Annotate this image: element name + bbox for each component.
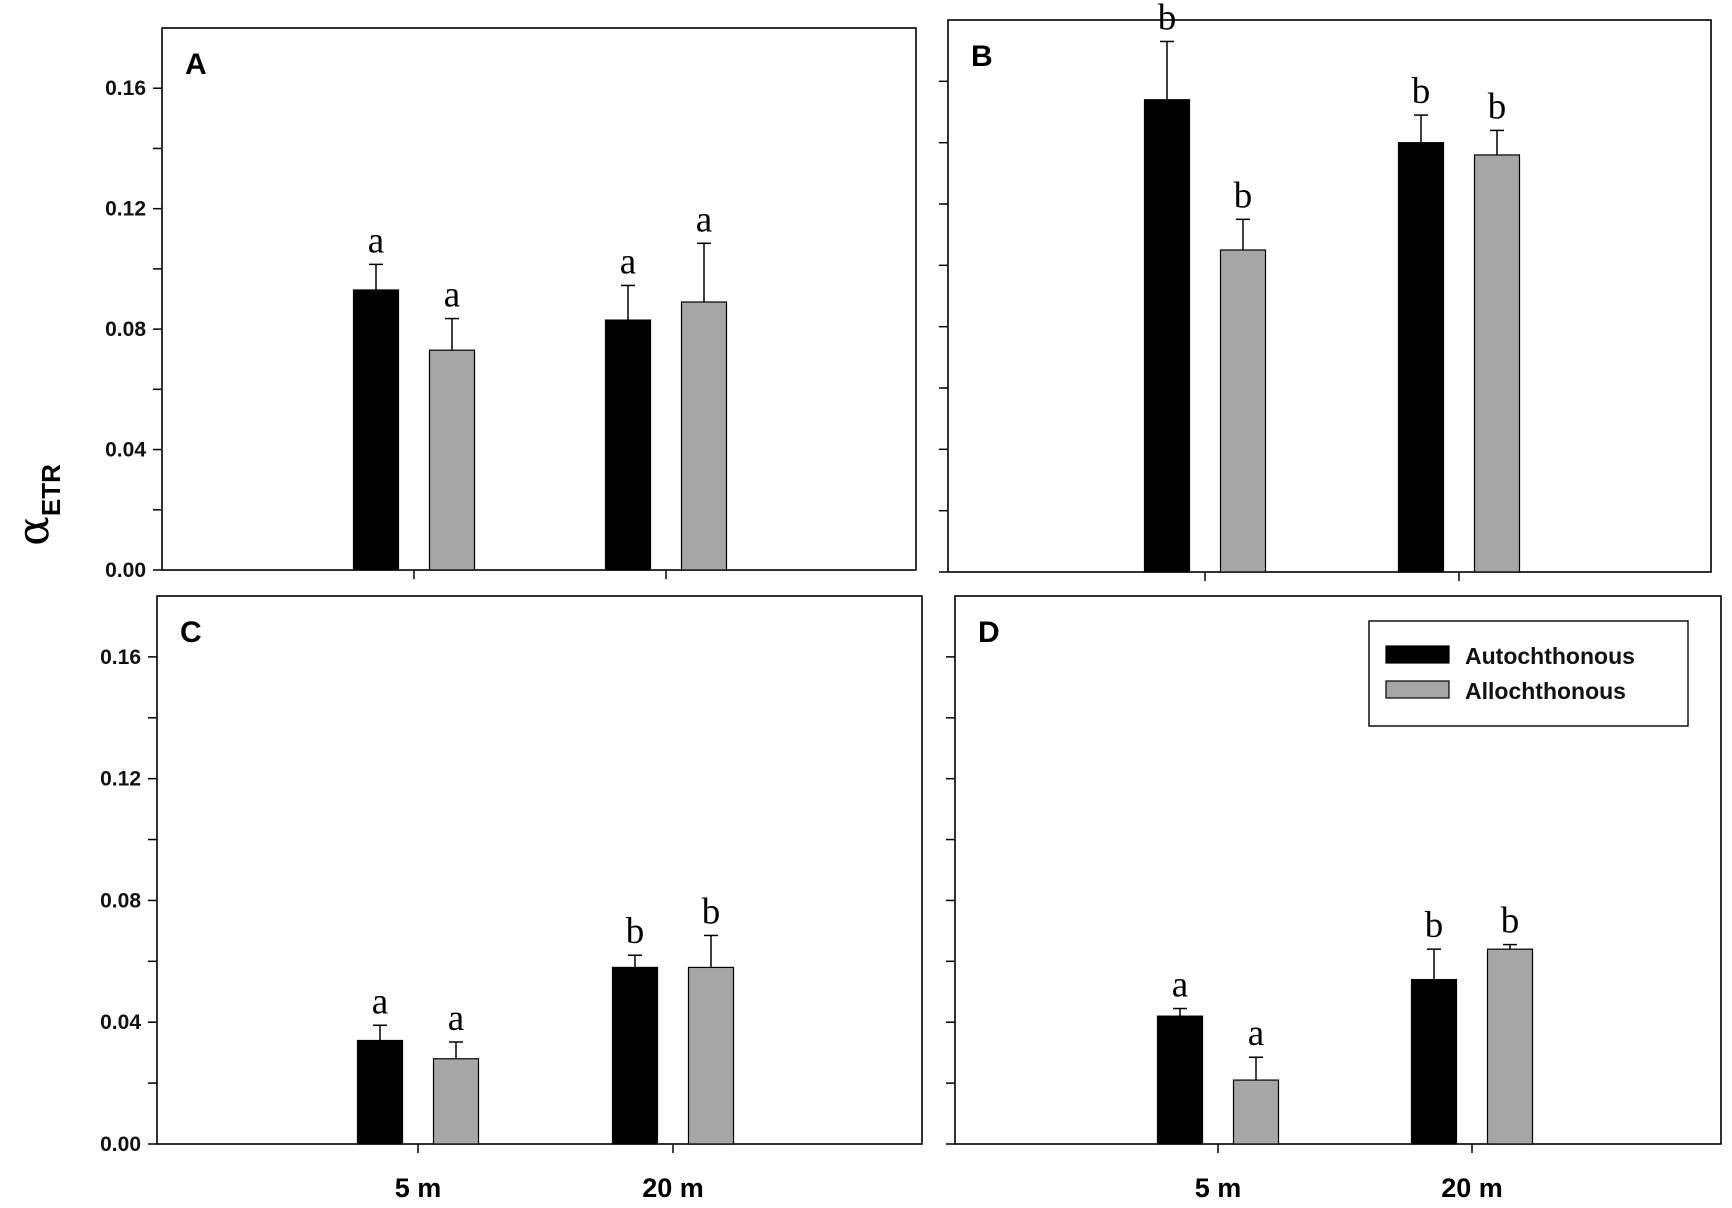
- legend-label: Autochthonous: [1465, 643, 1635, 669]
- bar: [352, 289, 400, 571]
- plot-frame: [954, 595, 1722, 1145]
- x-tick-label: 5 m: [395, 1173, 442, 1203]
- panel-b: Bb b b b: [939, 0, 1712, 581]
- significance-letter: b: [626, 911, 645, 952]
- legend-label: Allochthonous: [1465, 678, 1626, 704]
- bar: [1156, 1015, 1204, 1145]
- significance-letter: a: [1248, 1013, 1264, 1054]
- significance-letter: b: [1412, 71, 1431, 112]
- panel-d: 5 m 20 m Da b a b Autochthonous Allochthonous: [946, 595, 1722, 1203]
- bar: [1410, 978, 1458, 1145]
- y-tick-label: 0.12: [100, 768, 141, 791]
- x-tick-label: 5 m: [1195, 1173, 1242, 1203]
- bar: [1473, 154, 1521, 573]
- y-tick-label: 0.08: [100, 889, 141, 912]
- bar: [1397, 142, 1445, 573]
- panel-a: 0.00 0.04 0.08 0.12 0.16 Aa a a a: [105, 27, 917, 582]
- significance-letter: a: [696, 199, 712, 240]
- panel-c: 0.00 0.04 0.08 0.12 0.16 5 m 20 m Ca b a b: [100, 595, 923, 1203]
- y-tick-label: 0.12: [105, 198, 146, 221]
- significance-letter: a: [444, 275, 460, 316]
- panel-label: C: [180, 616, 202, 649]
- bar: [428, 349, 476, 571]
- y-axis-label: αETR: [8, 464, 66, 546]
- significance-letter: a: [1172, 965, 1188, 1006]
- significance-letter: b: [702, 891, 721, 932]
- significance-letter: b: [1158, 0, 1177, 38]
- panel-label: A: [185, 48, 207, 81]
- significance-letter: b: [1425, 905, 1444, 946]
- significance-letter: b: [1501, 901, 1520, 942]
- panel-label: D: [978, 616, 1000, 649]
- bar: [1143, 99, 1191, 573]
- bar: [604, 319, 652, 571]
- legend-box: [1368, 620, 1689, 727]
- y-tick-label: 0.00: [100, 1133, 141, 1156]
- panel-label: B: [971, 40, 993, 73]
- x-tick-label: 20 m: [642, 1173, 704, 1203]
- bar: [687, 966, 735, 1145]
- significance-letter: a: [372, 981, 388, 1022]
- y-tick-label: 0.08: [105, 318, 146, 341]
- significance-letter: a: [368, 220, 384, 261]
- bar: [1486, 948, 1534, 1145]
- panels: 0.000.040.080.120.16AaaaaBbbbb0.000.040.…: [100, 0, 1722, 1203]
- y-tick-label: 0.00: [105, 559, 146, 582]
- x-tick-label: 20 m: [1441, 1173, 1503, 1203]
- y-tick-label: 0.04: [100, 1011, 141, 1034]
- y-tick-label: 0.16: [105, 77, 146, 100]
- significance-letter: b: [1488, 86, 1507, 127]
- legend-swatch: [1385, 680, 1450, 699]
- plot-frame: [156, 595, 923, 1145]
- bar: [680, 301, 728, 571]
- significance-letter: a: [448, 998, 464, 1039]
- significance-letter: b: [1234, 175, 1253, 216]
- bar: [1219, 249, 1267, 573]
- y-tick-label: 0.16: [100, 646, 141, 669]
- plot-frame: [161, 27, 917, 571]
- bar: [356, 1039, 404, 1145]
- legend: Autochthonous Allochthonous: [1368, 620, 1689, 727]
- bar: [611, 966, 659, 1145]
- y-tick-label: 0.04: [105, 439, 146, 462]
- bar: [432, 1058, 480, 1145]
- significance-letter: a: [620, 241, 636, 282]
- bar: [1232, 1079, 1280, 1145]
- legend-swatch: [1385, 645, 1450, 664]
- plot-frame: [947, 19, 1712, 573]
